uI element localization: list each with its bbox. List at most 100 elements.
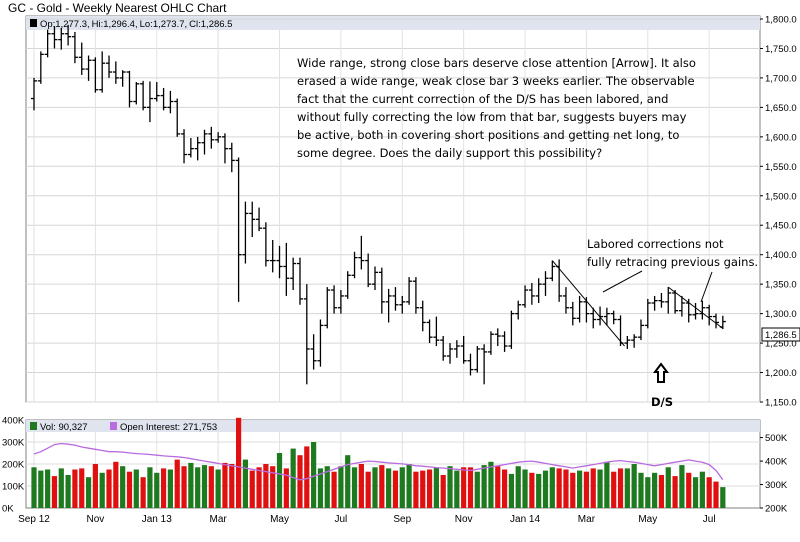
price-tick-label: 1,450.0 — [765, 221, 797, 232]
main-note-line: fact that the current correction of the … — [297, 92, 668, 106]
ohlc-bar — [467, 353, 474, 376]
labored-note-line: Labored corrections not — [587, 237, 724, 251]
ohlc-bar — [71, 31, 78, 64]
volume-bar — [495, 466, 501, 508]
ohlc-bar — [631, 334, 638, 348]
volume-bar — [188, 462, 194, 508]
volume-bar — [399, 467, 405, 508]
ohlc-bar — [699, 300, 706, 320]
ohlc-bar — [242, 201, 249, 264]
volume-bar — [501, 469, 508, 508]
ohlc-bar — [303, 284, 310, 385]
volume-bar — [99, 472, 105, 508]
ohlc-bar — [603, 307, 610, 326]
x-tick-label: Nov — [86, 514, 104, 525]
volume-bar — [181, 466, 187, 508]
x-tick-label: Jul — [335, 514, 348, 525]
volume-bar — [236, 417, 242, 508]
volume-bar — [283, 468, 289, 508]
ohlc-bar — [331, 285, 338, 314]
ohlc-bar — [351, 251, 358, 279]
volume-bar — [58, 468, 64, 508]
trend-line — [551, 260, 625, 347]
x-tick-label: Jan 13 — [142, 514, 172, 525]
volume-bar — [51, 476, 58, 508]
volume-bar — [508, 473, 514, 508]
volume-bar — [317, 468, 324, 508]
ohlc-bar — [44, 29, 51, 58]
ohlc-bar — [133, 82, 140, 105]
volume-bar — [31, 467, 37, 508]
ohlc-bar — [37, 51, 44, 84]
x-tick-label: Jan 14 — [510, 514, 540, 525]
x-tick-label: Nov — [455, 514, 473, 525]
ohlc-bar — [637, 319, 644, 341]
ohlc-bar — [535, 278, 542, 304]
ohlc-bar — [419, 300, 426, 332]
ohlc-bar — [515, 300, 522, 320]
volume-bar — [160, 468, 167, 508]
volume-bar — [597, 469, 603, 508]
oi-tick-label: 200K — [765, 504, 788, 515]
chart-title: GC - Gold - Weekly Nearest OHLC Chart — [8, 1, 227, 15]
volume-bar — [447, 466, 453, 508]
volume-bar — [331, 471, 337, 508]
volume-bar — [658, 475, 665, 508]
volume-bar — [290, 448, 296, 508]
volume-bar — [263, 464, 269, 508]
ohlc-bar — [542, 271, 549, 296]
pointer-line — [602, 270, 643, 293]
main-note-line: erased a wide range, weak close bar 3 we… — [297, 74, 695, 88]
x-tick-label: May — [270, 514, 289, 525]
volume-tick-label: 200K — [2, 460, 25, 471]
ohlc-bar — [262, 222, 269, 267]
ohlc-bar — [440, 336, 447, 361]
volume-bar — [536, 473, 542, 508]
volume-bar — [345, 455, 351, 508]
main-annotation: Wide range, strong close bars deserve cl… — [297, 56, 696, 160]
ohlc-bar — [494, 328, 501, 347]
price-tick-label: 1,700.0 — [765, 73, 797, 84]
main-note-line: Wide range, strong close bars deserve cl… — [297, 56, 696, 70]
ohlc-bar — [692, 303, 699, 320]
volume-bar — [365, 471, 371, 508]
volume-bar — [297, 455, 303, 508]
volume-bar — [154, 472, 160, 508]
volume-bar — [174, 459, 180, 508]
volume-bar — [556, 468, 562, 508]
ohlc-bar — [481, 344, 488, 385]
ohlc-bar — [372, 266, 378, 291]
price-panel — [25, 15, 761, 403]
ohlc-bar — [296, 257, 303, 305]
ohlc-bar — [569, 301, 576, 326]
ohlc-bar — [215, 132, 222, 143]
ohlc-bar — [140, 80, 147, 111]
volume-bar — [256, 467, 262, 508]
ohlc-bar — [665, 287, 672, 314]
price-tick-label: 1,250.0 — [765, 339, 797, 350]
ohlc-bar — [249, 201, 256, 238]
volume-bar — [686, 472, 692, 508]
ohlc-bar — [460, 336, 467, 364]
volume-bar — [713, 481, 719, 508]
ohlc-bar — [378, 267, 385, 314]
volume-bar — [222, 462, 228, 508]
ohlc-bar — [119, 70, 126, 87]
ohlc-bar — [672, 290, 679, 314]
ohlc-bar — [624, 336, 631, 349]
main-note-line: without fully correcting the low from th… — [297, 110, 687, 124]
ohlc-bar — [706, 304, 713, 326]
ohlc-bar — [58, 27, 65, 50]
volume-bar — [563, 469, 569, 508]
ohlc-bar — [153, 82, 160, 102]
ohlc-bar — [160, 87, 167, 111]
ohlc-bar — [651, 295, 658, 311]
volume-bar — [276, 453, 283, 508]
x-tick-label: Mar — [210, 514, 228, 525]
price-tick-label: 1,650.0 — [765, 103, 797, 114]
ohlc-bar — [78, 42, 85, 75]
volume-bar — [522, 469, 528, 508]
volume-bar — [133, 469, 139, 508]
volume-bar — [386, 468, 392, 508]
volume-bar — [72, 469, 78, 508]
